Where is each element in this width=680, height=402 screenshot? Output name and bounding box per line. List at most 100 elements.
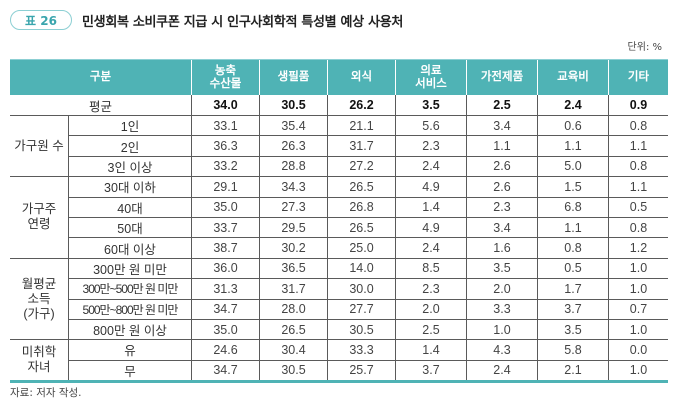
table-row: 500만~800만 원 미만 34.7 28.0 27.7 2.0 3.3 3.7 0.7 (10, 298, 668, 320)
cell: 36.3 (191, 135, 260, 157)
cell: 30.4 (259, 339, 328, 361)
cell: 0.8 (608, 114, 668, 136)
source-note: 자료: 저자 작성. (10, 387, 82, 399)
table-row: 40대 35.0 27.3 26.8 1.4 2.3 6.8 0.5 (10, 196, 668, 218)
cell: 30.0 (327, 278, 396, 300)
cell: 34.7 (191, 359, 260, 384)
table-row: 가구주 연령 30대 이하 29.1 34.3 26.5 4.9 2.6 1.5 1.1 (10, 176, 668, 259)
cell: 2.0 (395, 298, 467, 320)
row-label: 500만~800만 원 미만 (68, 298, 192, 320)
cell: 0.7 (608, 298, 668, 320)
cell: 4.3 (466, 339, 538, 361)
col-header-necessities: 생필품 (259, 60, 328, 95)
cell: 33.7 (191, 216, 260, 238)
cell: 2.1 (537, 359, 609, 384)
col-header-appliances: 가전제품 (466, 60, 538, 95)
cell: 2.3 (395, 135, 467, 157)
cell: 2.4 (395, 237, 467, 259)
cell: 30.5 (259, 95, 328, 116)
cell: 1.1 (537, 216, 609, 238)
table-row: 3인 이상 33.2 28.8 27.2 2.4 2.6 5.0 0.8 (10, 155, 668, 177)
row-label: 300만 원 미만 (68, 257, 192, 279)
cell: 0.5 (537, 257, 609, 279)
cell: 2.0 (466, 278, 538, 300)
cell: 8.5 (395, 257, 467, 279)
cell: 0.0 (608, 339, 668, 361)
cell: 2.4 (395, 155, 467, 177)
cell: 0.5 (608, 196, 668, 218)
cell: 0.8 (608, 216, 668, 238)
cell: 2.5 (395, 318, 467, 340)
usage-table: 구분 농축 수산물 생필품 외식 의료 서비스 가전제품 교육비 기타 평균 34.… (10, 60, 668, 384)
cell: 1.6 (466, 237, 538, 259)
cell: 25.0 (327, 237, 396, 259)
row-label: 무 (68, 359, 192, 384)
cell: 1.0 (608, 278, 668, 300)
cell: 2.5 (466, 95, 538, 116)
row-label: 유 (68, 339, 192, 361)
cell: 28.0 (259, 298, 328, 320)
table-row: 무 34.7 30.5 25.7 3.7 2.4 2.1 1.0 (10, 359, 668, 384)
cell: 21.1 (327, 114, 396, 136)
col-header-category: 구분 (10, 60, 192, 95)
cell: 2.4 (466, 359, 538, 384)
cell: 5.8 (537, 339, 609, 361)
cell: 1.2 (608, 237, 668, 259)
cell: 5.6 (395, 114, 467, 136)
table-title: 민생회복 소비쿠폰 지급 시 인구사회학적 특성별 예상 사용처 (82, 14, 404, 30)
row-label: 50대 (68, 216, 192, 238)
average-row: 평균 34.0 30.5 26.2 3.5 2.5 2.4 0.9 (10, 95, 668, 116)
table-row: 300만~500만 원 미만 31.3 31.7 30.0 2.3 2.0 1.7 1.0 (10, 278, 668, 300)
col-header-education: 교육비 (537, 60, 609, 95)
row-label: 3인 이상 (68, 155, 192, 177)
cell: 1.1 (537, 135, 609, 157)
cell: 3.7 (537, 298, 609, 320)
cell: 34.3 (259, 176, 328, 198)
cell: 3.4 (466, 114, 538, 136)
cell: 26.5 (327, 176, 396, 198)
cell: 3.5 (395, 95, 467, 116)
cell: 14.0 (327, 257, 396, 279)
cell: 25.7 (327, 359, 396, 384)
cell: 1.4 (395, 196, 467, 218)
cell: 1.0 (466, 318, 538, 340)
cell: 2.3 (395, 278, 467, 300)
cell: 2.6 (466, 155, 538, 177)
cell: 30.5 (327, 318, 396, 340)
col-header-other: 기타 (608, 60, 668, 95)
table-number-badge: 표 26 (10, 10, 72, 30)
cell: 2.4 (537, 95, 609, 116)
cell: 1.0 (608, 318, 668, 340)
cell: 0.8 (608, 155, 668, 177)
title-divider (10, 59, 668, 60)
cell: 33.1 (191, 114, 260, 136)
cell: 35.0 (191, 196, 260, 218)
cell: 33.3 (327, 339, 396, 361)
cell: 2.3 (466, 196, 538, 218)
cell: 3.5 (466, 257, 538, 279)
table-row: 2인 36.3 26.3 31.7 2.3 1.1 1.1 1.1 (10, 135, 668, 157)
table-row: 미취학 자녀 유 24.6 30.4 33.3 1.4 4.3 5.8 0.0 (10, 339, 668, 384)
table-row: 800만 원 이상 35.0 26.5 30.5 2.5 1.0 3.5 1.0 (10, 318, 668, 340)
cell: 34.7 (191, 298, 260, 320)
cell: 31.7 (259, 278, 328, 300)
cell: 26.2 (327, 95, 396, 116)
cell: 0.9 (608, 95, 668, 116)
group-label: 가구주 연령 (10, 176, 69, 259)
cell: 30.2 (259, 237, 328, 259)
cell: 0.8 (537, 237, 609, 259)
cell: 27.2 (327, 155, 396, 177)
table-row: 월평균 소득 (가구) 300만 원 미만 36.0 36.5 14.0 8.5 3.5 0.5 1… (10, 257, 668, 340)
col-header-medical: 의료 서비스 (395, 60, 467, 95)
cell: 1.0 (608, 359, 668, 384)
cell: 29.5 (259, 216, 328, 238)
cell: 3.3 (466, 298, 538, 320)
cell: 35.0 (191, 318, 260, 340)
row-label: 300만~500만 원 미만 (68, 278, 192, 300)
table-title-bar: 표 26 민생회복 소비쿠폰 지급 시 인구사회학적 특성별 예상 사용처 (10, 8, 403, 32)
cell: 36.0 (191, 257, 260, 279)
cell: 29.1 (191, 176, 260, 198)
row-label: 60대 이상 (68, 237, 192, 259)
cell: 26.5 (259, 318, 328, 340)
cell: 27.7 (327, 298, 396, 320)
